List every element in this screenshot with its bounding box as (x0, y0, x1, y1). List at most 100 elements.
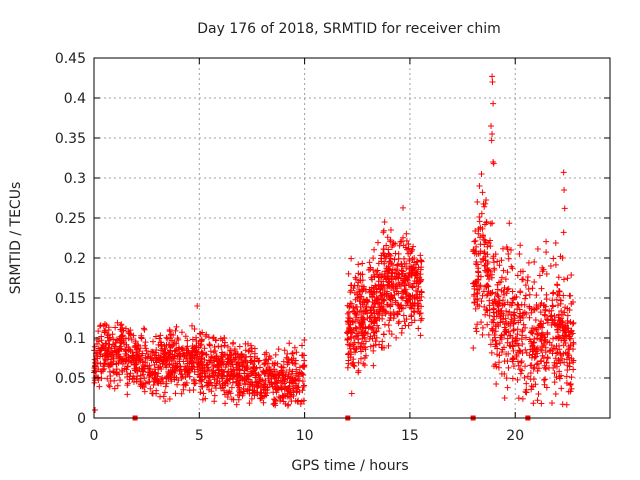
data-point (392, 250, 399, 257)
data-point (219, 358, 226, 365)
data-point (528, 309, 535, 316)
data-point (490, 316, 497, 323)
data-point (254, 355, 261, 362)
data-point (281, 377, 288, 384)
data-point (474, 301, 481, 308)
data-point (481, 249, 488, 256)
data-point (486, 312, 493, 319)
data-point (353, 326, 360, 333)
data-point (568, 374, 575, 381)
data-point (113, 369, 120, 376)
data-point (549, 297, 556, 304)
data-point (278, 367, 285, 374)
data-point (538, 357, 545, 364)
data-point (362, 288, 369, 295)
data-point (142, 339, 149, 346)
data-point (173, 374, 180, 381)
data-point (564, 275, 571, 282)
data-point (475, 230, 482, 237)
data-point (410, 243, 417, 250)
data-point (163, 364, 170, 371)
data-point (506, 220, 513, 227)
data-point (246, 347, 253, 354)
data-point (355, 367, 362, 374)
data-point (559, 355, 566, 362)
data-point (102, 327, 109, 334)
data-point (266, 379, 273, 386)
data-point (490, 306, 497, 313)
data-point (488, 349, 495, 356)
data-point (386, 328, 393, 335)
data-point (395, 290, 402, 297)
data-point (480, 201, 487, 208)
data-point (168, 378, 175, 385)
data-point (508, 247, 515, 253)
data-point (477, 234, 484, 241)
data-point (119, 368, 126, 375)
data-point (565, 325, 572, 332)
data-point (384, 272, 391, 279)
data-point (114, 382, 121, 389)
data-point (130, 332, 137, 339)
data-point (352, 349, 359, 356)
data-point (488, 137, 495, 144)
data-point (384, 301, 391, 308)
data-point (168, 343, 175, 350)
data-point (199, 369, 206, 376)
data-point (198, 336, 205, 343)
data-point (481, 203, 488, 210)
data-point (389, 270, 396, 277)
data-point (491, 296, 498, 303)
data-point (105, 324, 112, 331)
data-point (550, 289, 557, 296)
data-point (507, 322, 514, 329)
data-point (522, 282, 529, 289)
data-point (166, 395, 173, 402)
data-point (500, 297, 507, 304)
data-point (387, 310, 394, 317)
data-point (405, 250, 412, 257)
data-point (506, 308, 513, 315)
data-point (507, 318, 514, 325)
data-point (483, 306, 490, 313)
data-point (94, 349, 101, 356)
data-point (565, 343, 572, 350)
data-point (498, 287, 505, 294)
data-point (214, 373, 221, 380)
data-point (476, 183, 483, 189)
data-point (554, 349, 561, 356)
data-point (217, 385, 224, 392)
data-point (176, 367, 183, 374)
data-point (534, 397, 541, 404)
data-point (182, 333, 189, 340)
data-point (292, 357, 299, 364)
data-point (221, 380, 228, 387)
data-point (380, 227, 387, 234)
data-point (201, 345, 208, 352)
data-point (140, 325, 147, 332)
data-point (488, 271, 495, 278)
data-point (400, 255, 407, 262)
data-point (272, 375, 279, 382)
data-point (385, 250, 392, 257)
data-point (272, 380, 279, 387)
data-point (517, 310, 524, 317)
data-point (561, 337, 568, 344)
data-point (503, 329, 510, 336)
data-point (369, 304, 376, 311)
data-point (358, 348, 365, 355)
data-point (300, 383, 307, 390)
data-point (509, 265, 516, 272)
data-point (536, 272, 543, 279)
data-point (553, 296, 560, 303)
data-point (378, 303, 385, 310)
data-point (172, 347, 179, 354)
data-point (137, 375, 144, 382)
data-point (558, 385, 565, 392)
data-point (347, 354, 354, 361)
data-point (547, 313, 554, 320)
data-point (357, 277, 364, 284)
data-point (543, 291, 550, 298)
data-point (184, 349, 191, 356)
data-point (380, 229, 387, 236)
